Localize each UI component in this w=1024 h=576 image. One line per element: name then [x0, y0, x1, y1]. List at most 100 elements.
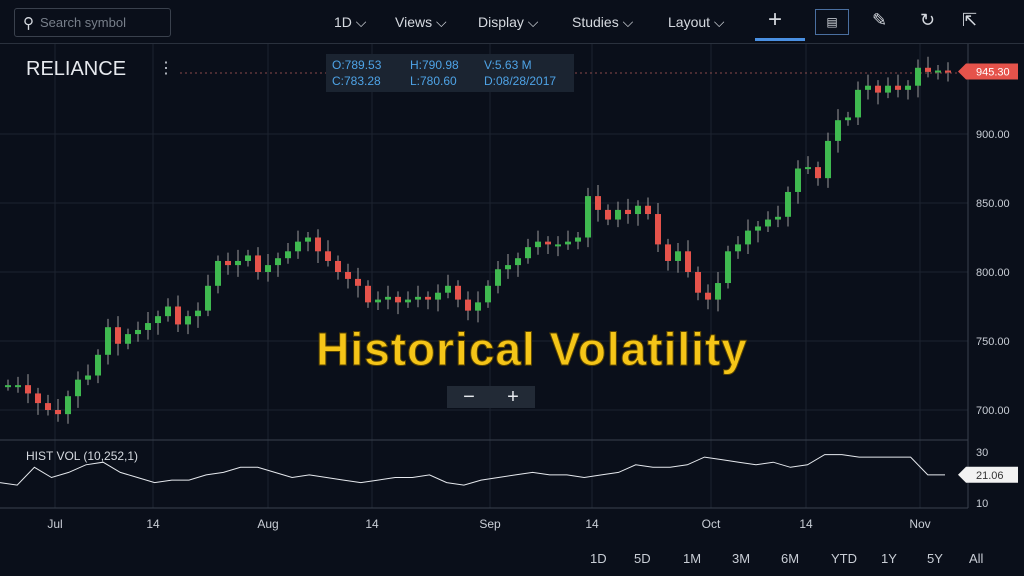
crosshair-icon[interactable]: + — [768, 6, 783, 33]
more-options-icon[interactable]: ⋮ — [158, 60, 174, 77]
candle — [515, 258, 521, 266]
range-button-3m[interactable]: 3M — [732, 551, 751, 566]
zoom-out-button[interactable]: − — [463, 385, 475, 408]
candle — [215, 260, 221, 286]
candle — [115, 327, 121, 344]
candle — [345, 272, 351, 279]
candle — [415, 296, 421, 300]
y-tick-label: 850.00 — [976, 198, 1010, 210]
candle — [285, 251, 291, 259]
candle — [425, 296, 431, 300]
candle — [835, 120, 841, 141]
candle — [615, 209, 621, 220]
interval-dropdown[interactable]: 1D ⌵ — [334, 14, 367, 30]
hv-y-tick-label: 30 — [976, 447, 988, 459]
candle — [245, 255, 251, 261]
candle — [305, 237, 311, 242]
candle — [185, 316, 191, 325]
candle — [35, 393, 41, 404]
candle — [375, 299, 381, 303]
candle — [705, 292, 711, 300]
candle — [225, 260, 231, 266]
candle — [815, 167, 821, 179]
candle — [755, 226, 761, 231]
views-menu[interactable]: Views ⌵ — [395, 14, 447, 30]
range-button-1m[interactable]: 1M — [683, 551, 702, 566]
range-button-5d[interactable]: 5D — [634, 551, 651, 566]
candle — [55, 410, 61, 415]
candle — [675, 251, 681, 261]
candle — [75, 379, 81, 397]
range-button-1y[interactable]: 1Y — [881, 551, 897, 566]
candle — [865, 85, 871, 90]
candle — [885, 85, 891, 93]
y-tick-label: 900.00 — [976, 129, 1010, 141]
candle — [655, 214, 661, 245]
candle — [95, 354, 101, 376]
candle — [905, 85, 911, 90]
candle — [595, 196, 601, 210]
zoom-in-button[interactable]: + — [507, 385, 519, 408]
candle — [235, 260, 241, 266]
range-button-ytd[interactable]: YTD — [831, 551, 857, 566]
candle — [25, 385, 31, 394]
candle — [485, 285, 491, 303]
candle — [895, 85, 901, 90]
candle — [5, 385, 11, 388]
range-button-5y[interactable]: 5Y — [927, 551, 943, 566]
range-button-6m[interactable]: 6M — [781, 551, 800, 566]
candle — [385, 296, 391, 300]
candle — [855, 89, 861, 118]
annotation-icon[interactable]: ▤ — [815, 9, 849, 35]
range-button-1d[interactable]: 1D — [590, 551, 607, 566]
candle — [265, 265, 271, 272]
hist-vol-line — [0, 454, 945, 486]
candle — [125, 334, 131, 344]
candle — [535, 241, 541, 248]
candle — [455, 285, 461, 300]
candle — [585, 196, 591, 238]
overlay-title: Historical Volatility — [316, 323, 748, 376]
candle — [15, 385, 21, 388]
candle — [685, 251, 691, 272]
candle — [315, 237, 321, 252]
x-tick-label: 14 — [365, 517, 379, 531]
candle — [105, 327, 111, 355]
candle — [155, 316, 161, 324]
candle — [335, 260, 341, 272]
layout-menu[interactable]: Layout ⌵ — [668, 14, 725, 30]
candle — [395, 296, 401, 303]
candle — [565, 241, 571, 245]
x-tick-label: Aug — [257, 517, 278, 531]
share-icon[interactable]: ⇱ — [962, 10, 978, 30]
toolbar: ⚲ Search symbol 1D ⌵ Views ⌵ Display ⌵ St… — [0, 0, 1024, 44]
candle — [135, 329, 141, 335]
last-price-tag — [958, 63, 1018, 80]
zoom-controls: − + — [447, 386, 535, 408]
candle — [645, 205, 651, 215]
pencil-icon[interactable]: ✎ — [872, 10, 888, 30]
ohlc-readout: O:789.53 H:790.98 V:5.63 M C:783.28 L:780.6… — [326, 54, 574, 92]
search-input[interactable]: ⚲ Search symbol — [14, 8, 171, 37]
candle — [545, 241, 551, 245]
indicator-label: HIST VOL (10,252,1) — [26, 449, 139, 463]
candle — [465, 299, 471, 311]
candle — [915, 67, 921, 86]
last-price-label: 945.30 — [976, 66, 1010, 78]
candle — [405, 299, 411, 303]
reset-icon[interactable]: ↻ — [920, 10, 936, 30]
x-tick-label: Nov — [909, 517, 930, 531]
display-menu[interactable]: Display ⌵ — [478, 14, 539, 30]
candle — [195, 310, 201, 317]
range-button-all[interactable]: All — [969, 551, 984, 566]
candle — [935, 70, 941, 73]
candle — [495, 269, 501, 286]
y-tick-label: 700.00 — [976, 405, 1010, 417]
candle — [175, 306, 181, 325]
candle — [785, 191, 791, 217]
candle — [875, 85, 881, 93]
candle — [475, 302, 481, 311]
hv-last-label: 21.06 — [976, 470, 1004, 482]
studies-menu[interactable]: Studies ⌵ — [572, 14, 634, 30]
